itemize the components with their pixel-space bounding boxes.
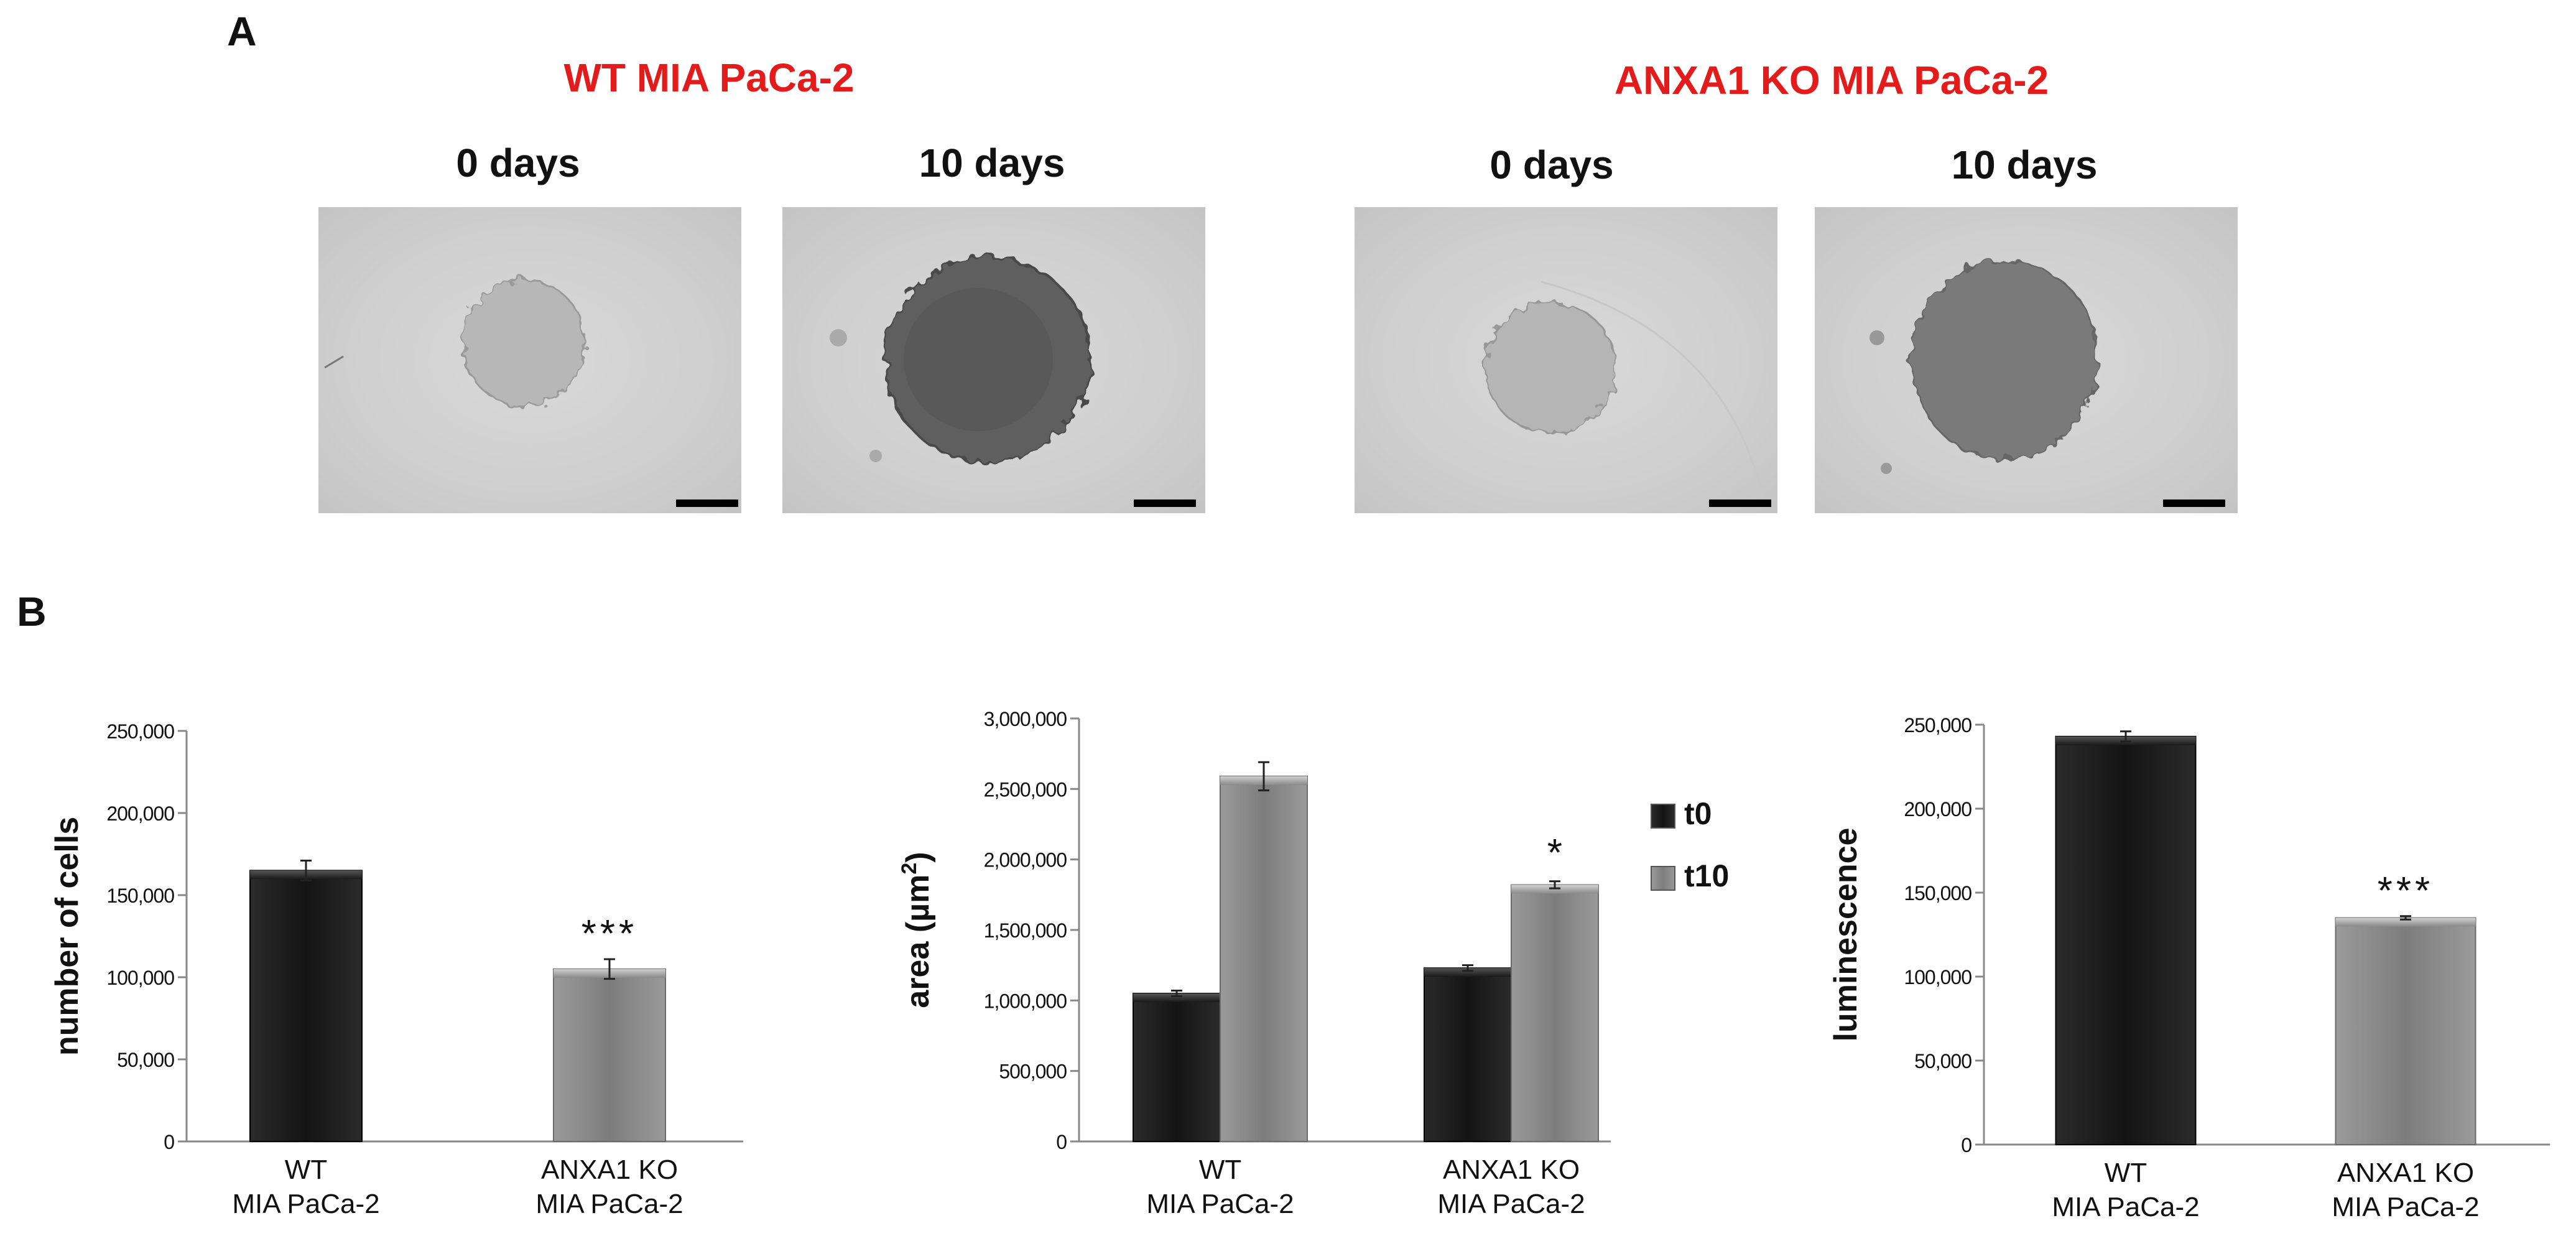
y-tick-label: 150,000 [106, 885, 174, 907]
y-tick-label: 50,000 [1914, 1050, 1971, 1072]
significance-label: * [1547, 832, 1562, 875]
y-tick-label: 100,000 [106, 967, 174, 989]
significance-label: *** [2378, 870, 2434, 913]
y-tick-label: 1,000,000 [984, 990, 1067, 1012]
scale-bar [676, 500, 738, 507]
x-category-label: MIA PaCa-2 [2332, 1192, 2479, 1222]
y-tick-label: 200,000 [106, 802, 174, 825]
y-tick-label: 50,000 [117, 1049, 174, 1071]
x-category-label: MIA PaCa-2 [535, 1189, 683, 1219]
micrograph-wt-day0 [318, 207, 741, 513]
y-axis-label: area (µm2) [897, 852, 936, 1008]
y-tick-label: 0 [164, 1131, 174, 1153]
x-category-label: MIA PaCa-2 [2052, 1192, 2199, 1222]
bar-1 [2335, 917, 2476, 1145]
x-category-label: ANXA1 KO [541, 1155, 678, 1185]
scale-bar [1709, 500, 1771, 507]
bar-t0-top [1133, 993, 1220, 1002]
bar-t0 [1424, 967, 1512, 1142]
y-tick-label: 100,000 [1904, 966, 1971, 988]
bar-0 [2055, 735, 2197, 1145]
x-category-label: MIA PaCa-2 [1146, 1189, 1294, 1219]
y-tick-label: 1,500,000 [984, 919, 1067, 942]
legend-swatch-t10 [1651, 866, 1675, 891]
bar-t10 [1511, 884, 1599, 1142]
wt-day10-label: 10 days [919, 141, 1065, 185]
x-category-label: MIA PaCa-2 [1437, 1189, 1585, 1219]
x-category-label: MIA PaCa-2 [232, 1189, 379, 1219]
bar-1-top [2335, 918, 2476, 927]
legend-label-t10: t10 [1684, 858, 1729, 893]
y-axis-label: luminescence [1828, 828, 1864, 1042]
panel-a-letter: A [227, 8, 257, 54]
bar-t10 [1220, 775, 1308, 1142]
y-tick-label: 2,500,000 [984, 778, 1067, 801]
y-tick-label: 150,000 [1904, 882, 1971, 904]
panel-b-letter: B [17, 588, 47, 634]
bar-0 [249, 870, 363, 1143]
y-tick-label: 0 [1961, 1134, 1971, 1156]
micrograph-wt-day10 [782, 207, 1205, 513]
x-category-label: WT [2105, 1158, 2147, 1188]
bar-1 [553, 968, 666, 1143]
ko-day0-label: 0 days [1490, 142, 1614, 187]
y-tick-label: 0 [1056, 1131, 1067, 1153]
legend-swatch-t0 [1651, 804, 1675, 829]
x-category-label: WT [285, 1155, 327, 1185]
scale-bar [2163, 500, 2225, 507]
bar-t0 [1133, 993, 1221, 1142]
y-tick-label: 500,000 [999, 1061, 1067, 1083]
bar-t0-top [1424, 968, 1511, 977]
y-axis-label: number of cells [49, 817, 85, 1056]
y-tick-label: 3,000,000 [984, 708, 1067, 730]
x-category-label: ANXA1 KO [1443, 1155, 1580, 1185]
y-tick-label: 250,000 [1904, 714, 1971, 736]
micrograph-ko-day0 [1355, 207, 1777, 513]
y-tick-label: 200,000 [1904, 798, 1971, 820]
y-tick-label: 2,000,000 [984, 849, 1067, 871]
legend-label-t0: t0 [1684, 796, 1712, 831]
x-category-label: WT [1199, 1155, 1241, 1185]
significance-label: *** [581, 913, 637, 955]
x-category-label: ANXA1 KO [2337, 1158, 2474, 1188]
y-tick-label: 250,000 [106, 720, 174, 743]
micrograph-ko-day10 [1815, 207, 2238, 513]
wt-group-title: WT MIA PaCa-2 [563, 55, 855, 100]
ko-group-title: ANXA1 KO MIA PaCa-2 [1614, 58, 2049, 103]
wt-day0-label: 0 days [456, 141, 580, 185]
scale-bar [1134, 500, 1196, 507]
ko-day10-label: 10 days [1951, 142, 2098, 187]
